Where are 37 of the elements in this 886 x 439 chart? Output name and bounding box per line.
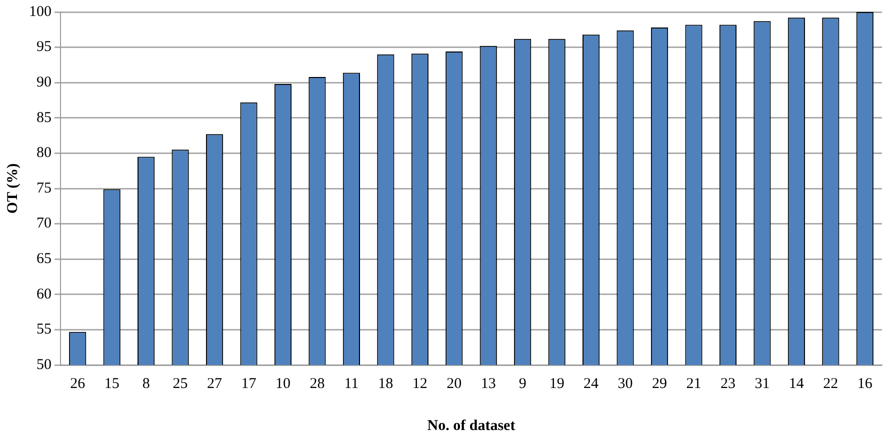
x-tick-label: 13	[480, 376, 496, 392]
y-tick-label: 70	[36, 216, 52, 232]
y-tick-label: 65	[36, 251, 52, 268]
x-tick-label: 8	[142, 376, 150, 392]
y-tick-label: 60	[36, 286, 52, 302]
y-axis-title: OT (%)	[4, 163, 21, 214]
x-tick-label: 20	[446, 376, 462, 392]
y-tick-label: 95	[36, 39, 52, 56]
x-tick-label: 21	[686, 376, 702, 392]
x-tick-label: 10	[275, 376, 290, 392]
x-tick-label: 17	[241, 376, 257, 392]
y-tick-label: 55	[36, 322, 52, 338]
x-tick-label: 25	[172, 376, 188, 392]
x-tick-label: 24	[584, 376, 600, 392]
x-tick-label: 19	[549, 376, 564, 392]
x-tick-label: 12	[412, 376, 428, 392]
x-tick-label: 27	[207, 376, 223, 392]
y-tick-label: 90	[36, 74, 52, 91]
x-tick-label: 26	[70, 376, 86, 392]
x-tick-label: 23	[720, 376, 736, 392]
x-tick-label: 22	[823, 376, 838, 392]
x-tick-label: 30	[618, 376, 633, 392]
y-tick-label: 85	[36, 110, 52, 126]
x-tick-label: 29	[652, 376, 668, 392]
x-tick-label: 31	[754, 376, 770, 392]
x-tick-label: 28	[310, 376, 325, 392]
x-tick-label: 16	[857, 376, 873, 392]
y-tick-label: 80	[36, 145, 52, 162]
y-tick-label: 75	[36, 180, 52, 196]
x-tick-label: 18	[378, 376, 394, 392]
x-tick-label: 14	[788, 376, 804, 392]
x-tick-label: 11	[344, 376, 359, 392]
x-tick-label: 15	[104, 376, 120, 392]
y-tick-label: 50	[36, 356, 52, 373]
y-tick-label: 100	[29, 4, 52, 20]
x-axis-title: No. of dataset	[427, 418, 516, 434]
x-tick-label: 9	[518, 376, 526, 392]
